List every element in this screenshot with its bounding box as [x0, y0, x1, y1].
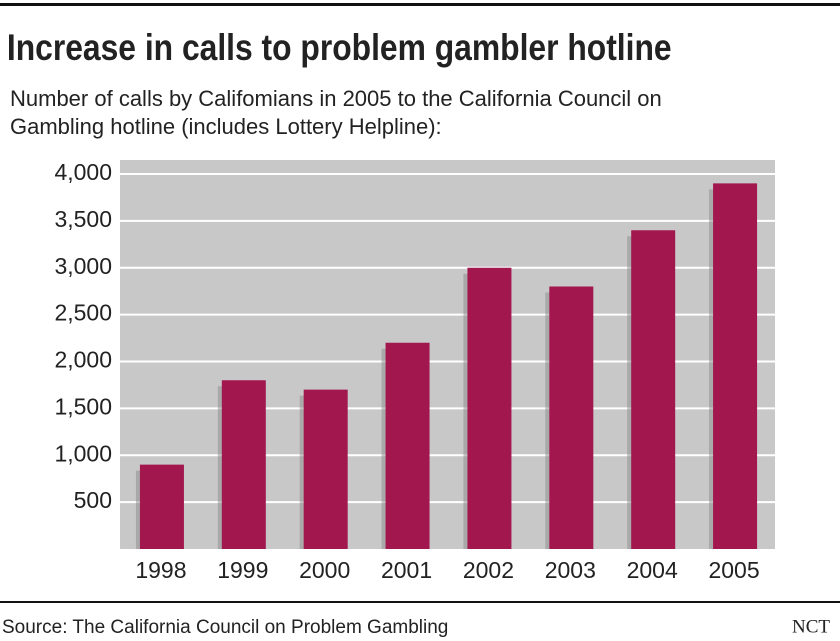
source: Source: The California Council on Proble…	[2, 617, 448, 638]
x-tick-label: 1998	[135, 557, 186, 583]
x-tick-label: 2004	[627, 557, 678, 583]
y-tick-label: 3,000	[54, 253, 112, 279]
y-tick-label: 1,000	[54, 440, 112, 466]
y-tick-label: 4,000	[54, 159, 112, 185]
y-tick-label: 1,500	[54, 393, 112, 419]
bar	[467, 267, 512, 549]
y-tick-label: 2,000	[54, 347, 112, 373]
bar	[221, 380, 266, 549]
subtitle: Gambling hotline (includes Lottery Helpl…	[10, 114, 442, 139]
credit: NCT	[792, 616, 830, 637]
y-tick-label: 500	[74, 487, 112, 513]
chart-title: Increase in calls to problem gambler hot…	[7, 28, 672, 69]
bar	[549, 286, 594, 549]
bar	[631, 230, 676, 549]
x-tick-label: 1999	[217, 557, 268, 583]
x-tick-label: 2000	[299, 557, 350, 583]
y-tick-label: 3,500	[54, 206, 112, 232]
bar	[385, 342, 430, 549]
x-tick-label: 2005	[708, 557, 759, 583]
x-tick-label: 2001	[381, 557, 432, 583]
x-tick-label: 2003	[545, 557, 596, 583]
y-tick-label: 2,500	[54, 300, 112, 326]
bar	[303, 389, 348, 549]
x-tick-label: 2002	[463, 557, 514, 583]
bar	[713, 183, 758, 549]
top-rule	[0, 3, 840, 6]
bar	[139, 464, 184, 549]
subtitle: Number of calls by Califomians in 2005 t…	[10, 86, 662, 111]
